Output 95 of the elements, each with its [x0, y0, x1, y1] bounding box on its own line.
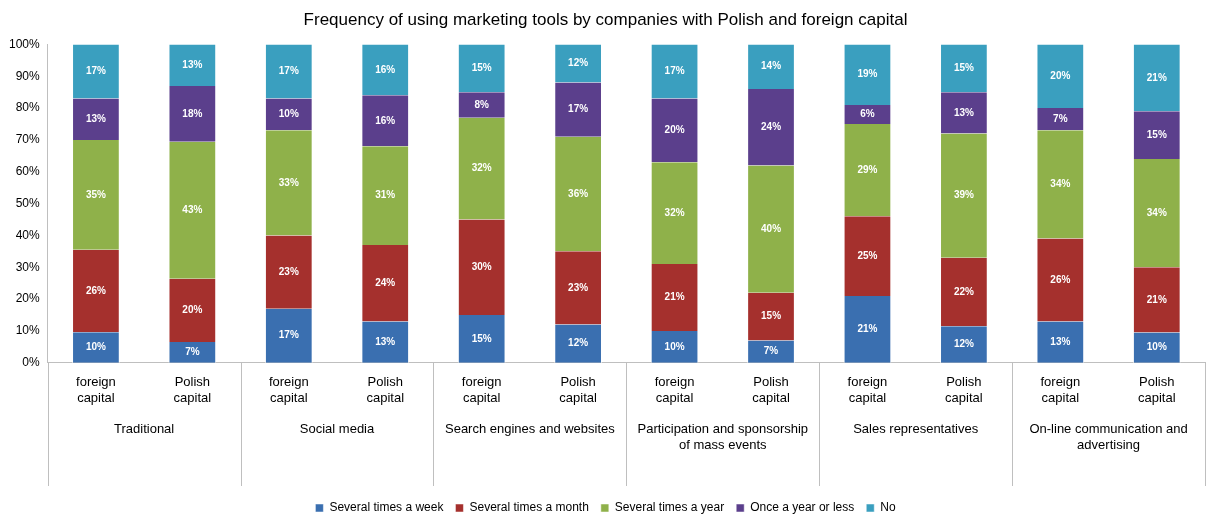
data-label: 10%	[1146, 341, 1167, 353]
legend-label: Once a year or less	[750, 500, 855, 515]
x-tick-label: Polish capital	[752, 374, 790, 405]
data-label: 6%	[860, 108, 875, 120]
y-tick-label: 60%	[15, 164, 41, 179]
text: On-line communication and advertising	[1029, 420, 1188, 452]
data-label: 26%	[85, 284, 107, 296]
x-tick-label: Polish capital	[559, 374, 598, 405]
data-label: 20%	[664, 124, 685, 136]
data-label: 10%	[85, 341, 107, 353]
data-label: 23%	[278, 265, 299, 277]
data-label: 17%	[278, 65, 299, 77]
data-label: 35%	[85, 188, 107, 200]
data-label: 32%	[664, 206, 685, 218]
x-tick-label: Polish capital	[1137, 374, 1176, 405]
data-label: 22%	[953, 285, 975, 297]
data-label: 16%	[375, 114, 396, 126]
data-label: 10%	[278, 108, 299, 120]
data-label: 29%	[857, 163, 878, 175]
data-label: 19%	[857, 68, 878, 80]
x-tick-label: foreign capital	[654, 374, 695, 405]
data-label: 21%	[664, 291, 685, 303]
data-label: 13%	[182, 59, 203, 71]
data-label: 40%	[761, 222, 782, 234]
data-label: 13%	[375, 335, 396, 347]
data-label: 10%	[664, 340, 685, 352]
data-label: 25%	[857, 249, 878, 261]
data-label: 20%	[182, 304, 203, 316]
data-label: 13%	[85, 112, 107, 124]
y-tick-label: 90%	[15, 68, 41, 83]
x-tick-label: foreign capital	[1040, 374, 1081, 405]
data-label: 13%	[953, 106, 975, 118]
data-label: 7%	[763, 345, 779, 357]
data-label: 23%	[568, 281, 589, 293]
legend-label: Several times a year	[614, 500, 725, 515]
data-label: 15%	[471, 332, 492, 344]
data-label: 17%	[568, 103, 589, 115]
data-label: 33%	[278, 176, 299, 188]
data-label: 36%	[568, 187, 589, 199]
data-label: 14%	[761, 60, 782, 72]
data-label: 21%	[857, 323, 878, 335]
x-tick-label: Polish capital	[173, 374, 212, 405]
data-label: 43%	[182, 204, 203, 216]
y-tick-label: 50%	[15, 195, 41, 210]
text: Participation and sponsorship of mass events	[637, 420, 809, 452]
chart-title: Frequency of using marketing tools by companies with Polish and foreign capital	[303, 9, 908, 29]
x-tick-label: foreign capital	[76, 374, 116, 405]
data-label: 17%	[278, 329, 299, 341]
y-tick-label: 10%	[15, 323, 41, 338]
data-label: 12%	[568, 337, 589, 349]
legend-label: No	[880, 500, 896, 515]
data-label: 21%	[1146, 71, 1167, 83]
y-tick-label: 80%	[15, 100, 41, 115]
data-label: 21%	[1146, 293, 1167, 305]
data-label: 15%	[471, 62, 492, 74]
data-label: 32%	[471, 162, 492, 174]
y-tick-label: 30%	[15, 259, 41, 274]
data-label: 30%	[471, 261, 492, 273]
data-label: 34%	[1050, 178, 1071, 190]
data-label: 15%	[953, 62, 975, 74]
data-label: 15%	[1146, 128, 1167, 140]
data-label: 39%	[953, 189, 975, 201]
data-label: 17%	[85, 65, 107, 77]
text: Search engines and websites	[444, 420, 616, 436]
x-tick-label: Polish capital	[366, 374, 405, 405]
data-label: 24%	[761, 120, 782, 132]
y-tick-label: 70%	[15, 132, 41, 147]
data-label: 12%	[568, 57, 589, 69]
data-label: 17%	[664, 65, 685, 77]
data-label: 7%	[185, 346, 200, 358]
text: Social media	[299, 420, 375, 436]
data-label: 12%	[953, 338, 975, 350]
data-label: 24%	[375, 276, 396, 288]
x-tick-label: Polish capital	[945, 374, 983, 405]
text: Sales representatives	[853, 420, 979, 436]
y-tick-label: 100%	[8, 36, 41, 51]
data-label: 18%	[182, 107, 203, 119]
y-tick-label: 20%	[15, 291, 41, 306]
text: Traditional	[114, 420, 175, 436]
data-label: 7%	[1053, 112, 1068, 124]
x-tick-label: foreign capital	[268, 374, 309, 405]
data-label: 34%	[1146, 206, 1167, 218]
x-tick-label: foreign capital	[847, 374, 888, 405]
legend-label: Several times a month	[469, 500, 589, 515]
data-label: 26%	[1050, 273, 1071, 285]
data-label: 20%	[1050, 69, 1071, 81]
x-tick-label: foreign capital	[461, 374, 502, 405]
y-tick-label: 0%	[22, 355, 41, 370]
legend-label: Several times a week	[329, 500, 445, 515]
data-label: 13%	[1050, 335, 1071, 347]
data-label: 8%	[474, 98, 490, 110]
data-label: 15%	[761, 310, 782, 322]
data-label: 16%	[375, 63, 396, 75]
y-tick-label: 40%	[15, 227, 41, 242]
data-label: 31%	[375, 189, 396, 201]
